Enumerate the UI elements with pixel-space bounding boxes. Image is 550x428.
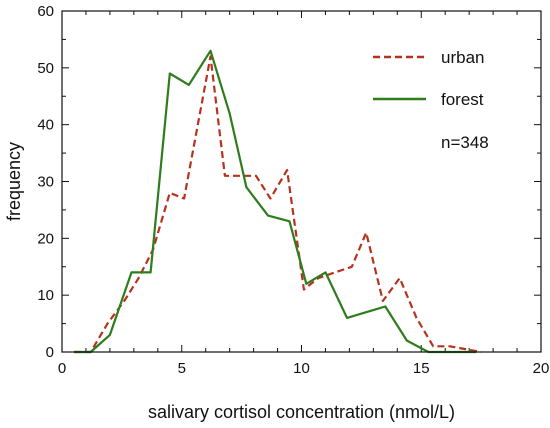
y-tick-label: 30: [37, 174, 54, 191]
y-axis-title: frequency: [4, 142, 24, 221]
axis-ticks: 0 5 10 15 20 0 10 20 30 40 50 60: [37, 3, 549, 377]
legend: urban forest: [373, 48, 484, 109]
y-tick-label: 40: [37, 117, 54, 134]
x-tick-label: 5: [178, 360, 186, 377]
y-tick-label: 20: [37, 230, 54, 247]
x-tick-label: 10: [293, 360, 310, 377]
y-tick-label: 10: [37, 287, 54, 304]
legend-label-urban: urban: [441, 48, 484, 67]
y-tick-label: 50: [37, 60, 54, 77]
plot-frame: [61, 10, 542, 353]
series-line-urban: [74, 55, 482, 354]
y-tick-label: 0: [46, 344, 54, 361]
x-tick-label: 15: [413, 360, 430, 377]
legend-label-forest: forest: [441, 90, 484, 109]
sample-size-annotation: n=348: [441, 133, 489, 152]
series-line-forest: [74, 49, 477, 354]
x-axis-title: salivary cortisol concentration (nmol/L): [148, 402, 455, 422]
x-tick-label: 0: [58, 360, 66, 377]
x-tick-label: 20: [533, 360, 550, 377]
series-lines: [74, 49, 482, 354]
y-tick-label: 60: [37, 3, 54, 20]
